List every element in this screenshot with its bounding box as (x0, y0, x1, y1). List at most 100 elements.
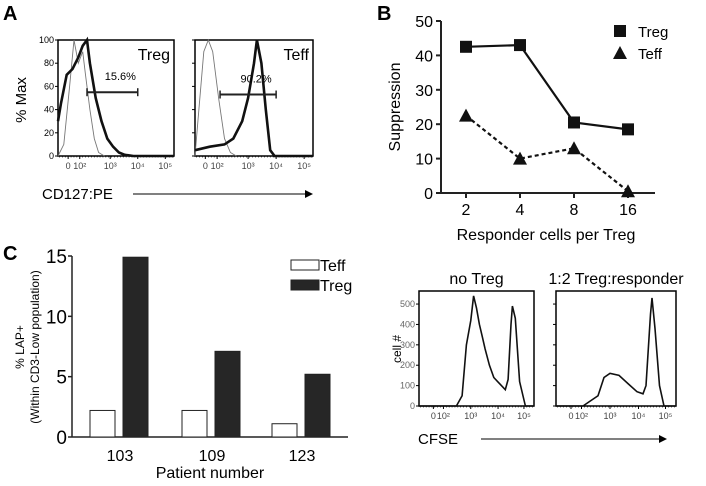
panel-d-ylabel: cell # (390, 335, 404, 363)
y-tick-label: 10 (415, 152, 433, 169)
y-tick-label: 60 (44, 81, 54, 91)
isotype-control-curve (57, 39, 105, 157)
x-tick-label: 10³ (104, 161, 117, 171)
bar-teff (181, 409, 208, 438)
x-tick-label: 0 (568, 411, 573, 421)
histogram-curve (556, 297, 676, 407)
y-tick-label: 100 (400, 381, 415, 391)
x-tick-label: 2 (462, 202, 471, 219)
x-tick-label: 10⁵ (158, 161, 172, 171)
panel-label-c: C (3, 243, 17, 265)
x-tick-label: 10⁵ (517, 411, 531, 421)
legend-marker-teff (613, 46, 627, 59)
data-point-treg (514, 39, 526, 52)
panel-c-ylabel-sub: (Within CD3-Low population) (28, 270, 42, 423)
bar-teff (89, 409, 116, 438)
x-tick-label: 16 (619, 202, 637, 219)
histogram-title: Teff (284, 47, 310, 64)
x-tick-label: 103 (107, 448, 134, 465)
y-tick-label: 5 (56, 368, 67, 389)
panel-a-ylabel: % Max (13, 77, 30, 123)
panel-a-axis-arrow (133, 190, 313, 198)
y-tick-label: 0 (410, 401, 415, 411)
y-tick-label: 10 (46, 307, 67, 328)
panel-d-axis-arrow (481, 435, 667, 443)
isotype-control-curve (194, 38, 237, 157)
y-tick-label: 100 (39, 35, 54, 45)
data-point-treg (460, 40, 472, 53)
histogram-title: 1:2 Treg:responder (548, 271, 684, 288)
legend-swatch-treg (290, 279, 320, 291)
histogram-frame (418, 290, 535, 407)
x-tick-label: 0 (203, 161, 208, 171)
data-point-treg (568, 116, 580, 129)
histogram-curve (56, 36, 174, 158)
legend-label-treg: Treg (320, 278, 352, 295)
x-tick-label: 10³ (603, 411, 616, 421)
y-tick-label: 400 (400, 319, 415, 329)
histogram-title: Treg (138, 47, 170, 64)
legend-label-teff: Teff (638, 46, 663, 63)
y-tick-label: 80 (44, 58, 54, 68)
bar-treg (122, 256, 149, 438)
bar-treg (214, 350, 241, 438)
histogram-title: no Treg (449, 271, 503, 288)
y-tick-label: 0 (424, 186, 433, 203)
legend-label-treg: Treg (638, 24, 668, 41)
x-tick-label: 10⁵ (297, 161, 311, 171)
bar-treg (304, 373, 331, 438)
panel-b-ylabel: Suppression (387, 63, 404, 152)
x-tick-label: 10² (437, 411, 450, 421)
y-tick-label: 20 (44, 128, 54, 138)
panel-c-xlabel: Patient number (156, 465, 265, 482)
histogram-frame (194, 39, 314, 157)
series-line-treg (465, 43, 629, 131)
x-tick-label: 0 (66, 161, 71, 171)
x-tick-label: 8 (570, 202, 579, 219)
x-tick-label: 109 (199, 448, 226, 465)
data-point-teff (459, 108, 473, 122)
bar-teff (271, 423, 298, 438)
x-tick-label: 10⁴ (131, 161, 145, 171)
panel-b-xlabel: Responder cells per Treg (457, 227, 636, 244)
legend-label-teff: Teff (320, 258, 346, 275)
panel-label-b: B (377, 3, 391, 25)
x-tick-label: 0 (431, 411, 436, 421)
x-tick-label: 10³ (242, 161, 255, 171)
y-tick-label: 50 (415, 14, 433, 31)
panel-d-xlabel: CFSE (418, 431, 458, 448)
x-tick-label: 10⁴ (269, 161, 283, 171)
x-tick-label: 4 (516, 202, 525, 219)
x-tick-label: 10² (73, 161, 86, 171)
data-point-teff (567, 141, 581, 155)
y-tick-label: 20 (415, 117, 433, 134)
histogram-frame (57, 39, 175, 157)
gate-percentage-label: 90.2% (240, 74, 271, 86)
data-point-treg (622, 123, 634, 136)
histogram-curve (419, 295, 534, 407)
y-tick-label: 300 (400, 340, 415, 350)
histogram-frame (555, 290, 677, 407)
legend-swatch-teff (290, 259, 320, 271)
data-point-teff (513, 151, 527, 165)
x-tick-label: 10² (211, 161, 224, 171)
y-tick-label: 0 (56, 428, 67, 449)
x-tick-label: 10³ (464, 411, 477, 421)
x-tick-label: 123 (289, 448, 316, 465)
x-tick-label: 10⁴ (491, 411, 505, 421)
x-tick-label: 10⁴ (632, 411, 646, 421)
data-point-teff (621, 184, 635, 198)
x-tick-label: 10⁵ (659, 411, 673, 421)
legend-marker-treg (614, 25, 626, 37)
panel-label-a: A (3, 3, 17, 25)
y-tick-label: 40 (44, 105, 54, 115)
panel-c-ylabel: % LAP+ (13, 325, 27, 369)
y-tick-label: 30 (415, 83, 433, 100)
y-tick-label: 200 (400, 360, 415, 370)
panel-a-xlabel: CD127:PE (42, 186, 113, 203)
histogram-curve (194, 39, 313, 158)
y-tick-label: 40 (415, 48, 433, 65)
gate-percentage-label: 15.6% (105, 71, 136, 83)
y-tick-label: 500 (400, 299, 415, 309)
